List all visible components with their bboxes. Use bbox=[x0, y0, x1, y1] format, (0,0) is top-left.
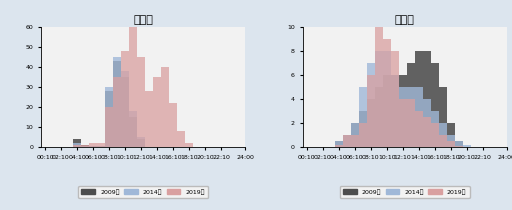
Title: 토요일: 토요일 bbox=[395, 15, 415, 25]
Legend: 2009년, 2014년, 2019년: 2009년, 2014년, 2019년 bbox=[78, 186, 208, 198]
Legend: 2009년, 2014년, 2019년: 2009년, 2014년, 2019년 bbox=[340, 186, 470, 198]
Title: 화요일: 화요일 bbox=[133, 15, 153, 25]
